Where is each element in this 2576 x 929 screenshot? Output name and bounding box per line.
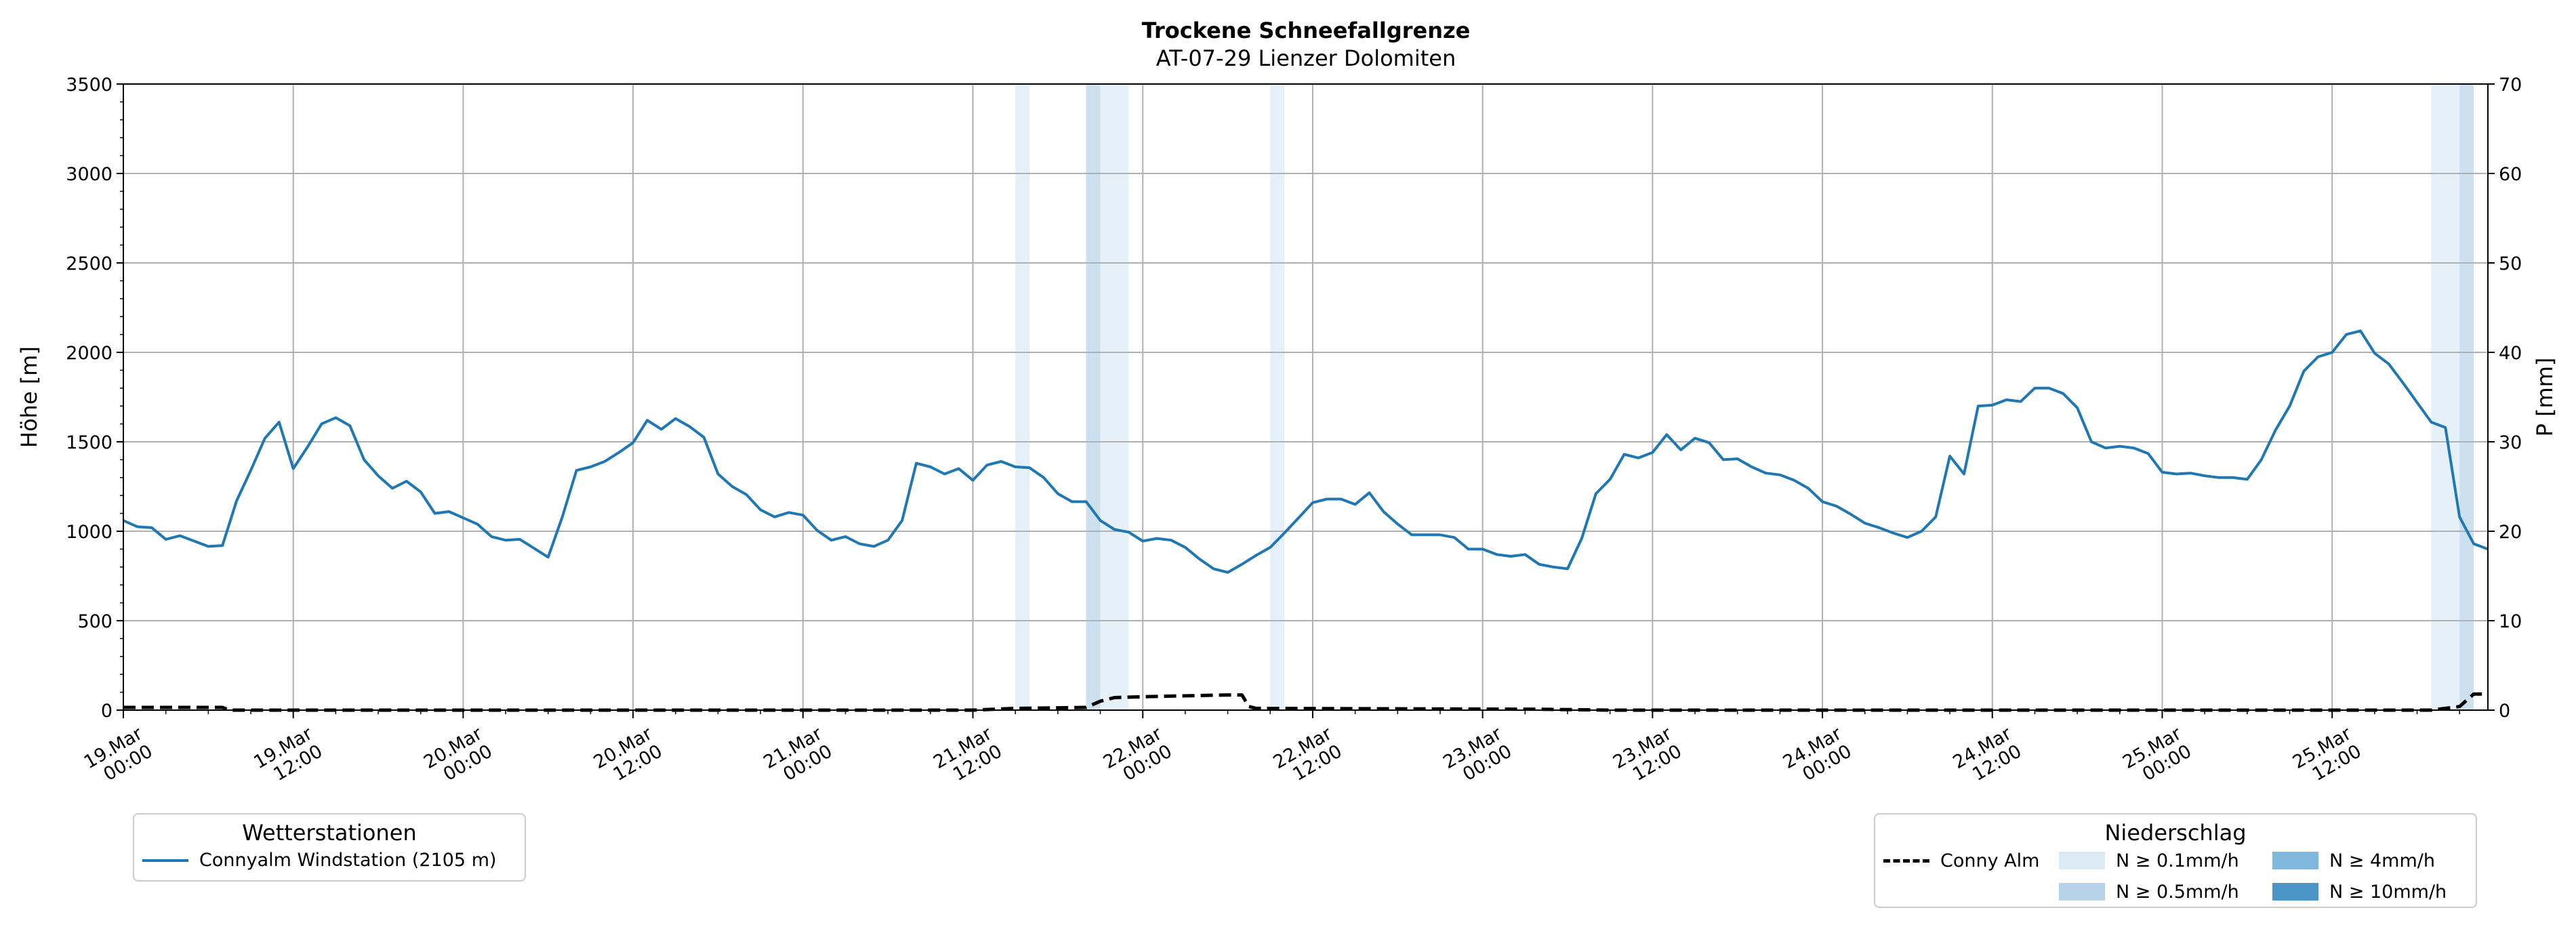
stations-legend-title: Wetterstationen: [242, 820, 417, 846]
x-tick-label-11: 24.Mar12:00: [1949, 723, 2026, 791]
y2-tick-label-50: 50: [2499, 253, 2522, 274]
y2-tick-label-70: 70: [2499, 75, 2522, 96]
x-tick-label-12: 25.Mar00:00: [2119, 723, 2196, 791]
x-tick-label-10: 24.Mar00:00: [1780, 723, 1856, 791]
x-tick-label-13: 25.Mar12:00: [2289, 723, 2366, 791]
legend-level-4: N ≥ 4mm/h: [2272, 847, 2476, 874]
precip-band-5: [2459, 84, 2474, 710]
legend-entry-connyalm-windstation: Connyalm Windstation (2105 m): [142, 850, 525, 871]
y2-axis-label: P [mm]: [2532, 358, 2558, 437]
y-tick-label-2000: 2000: [66, 343, 113, 364]
legend-line-label: Conny Alm: [1940, 850, 2040, 871]
y-axis-label: Höhe [m]: [16, 346, 42, 448]
y2-tick-label-0: 0: [2499, 701, 2510, 722]
precipitation-bands: [1015, 84, 2474, 710]
y-tick-label-500: 500: [77, 611, 113, 632]
level-0-1-label: N ≥ 0.1mm/h: [2116, 850, 2239, 871]
chart-title: Trockene Schneefallgrenze: [1142, 18, 1471, 43]
level-0-5-swatch: [2059, 883, 2105, 901]
x-tick-label-6: 22.Mar00:00: [1100, 723, 1177, 791]
x-tick-label-5: 21.Mar12:00: [930, 723, 1006, 791]
x-tick-label-8: 23.Mar00:00: [1439, 723, 1516, 791]
axis-ticks: 0 500 1000 1500 2000 2500 3000 3500 0 10 20 30 40 50 6…: [66, 75, 2522, 791]
legend-entry-conny-alm: Conny Alm: [1883, 847, 2059, 874]
y-tick-label-1000: 1000: [66, 522, 113, 543]
y-tick-label-3000: 3000: [66, 164, 113, 185]
x-tick-label-7: 22.Mar12:00: [1270, 723, 1347, 791]
x-tick-label-0: 19.Mar00:00: [81, 723, 157, 791]
x-tick-label-4: 21.Mar00:00: [760, 723, 837, 791]
y2-tick-label-20: 20: [2499, 522, 2522, 543]
legend-level-0-5: N ≥ 0.5mm/h: [2059, 878, 2272, 905]
legend-level-10: N ≥ 10mm/h: [2272, 878, 2476, 905]
plot-frame: [123, 83, 2489, 711]
blue-line-swatch: [142, 859, 188, 862]
black-dashed-swatch: [1883, 859, 1929, 863]
y2-tick-label-30: 30: [2499, 432, 2522, 453]
level-4-label: N ≥ 4mm/h: [2329, 850, 2435, 871]
level-0-1-swatch: [2059, 852, 2105, 869]
precipitation-legend-title: Niederschlag: [2104, 820, 2247, 846]
legend-entry-label: Connyalm Windstation (2105 m): [199, 850, 497, 871]
series-line-0: [123, 329, 2489, 574]
precipitation-legend: Niederschlag Conny Alm N ≥ 0.1mm/h N ≥ 4…: [1874, 813, 2477, 908]
x-tick-label-3: 20.Mar12:00: [590, 723, 667, 791]
precip-band-0: [1015, 84, 1030, 710]
precip-band-1: [1086, 84, 1101, 710]
precip-band-2: [1100, 84, 1129, 710]
y2-tick-label-40: 40: [2499, 343, 2522, 364]
level-4-swatch: [2272, 852, 2318, 869]
precip-band-3: [1270, 84, 1285, 710]
y2-tick-label-10: 10: [2499, 611, 2522, 632]
x-tick-label-2: 20.Mar00:00: [420, 723, 497, 791]
level-10-swatch: [2272, 883, 2318, 901]
y-tick-label-1500: 1500: [66, 432, 113, 453]
x-tick-label-1: 19.Mar12:00: [250, 723, 327, 791]
grid-lines: [123, 84, 2488, 710]
y2-tick-label-60: 60: [2499, 164, 2522, 185]
y-tick-label-0: 0: [101, 701, 113, 722]
level-0-5-label: N ≥ 0.5mm/h: [2116, 881, 2239, 903]
y-tick-label-3500: 3500: [66, 75, 113, 96]
x-tick-label-9: 23.Mar12:00: [1610, 723, 1686, 791]
chart-subtitle: AT-07-29 Lienzer Dolomiten: [1156, 45, 1456, 71]
series-line-1: [123, 692, 2488, 712]
series-lines: [123, 329, 2489, 712]
precip-band-4: [2431, 84, 2460, 710]
y-tick-label-2500: 2500: [66, 253, 113, 274]
level-10-label: N ≥ 10mm/h: [2329, 881, 2447, 903]
stations-legend: Wetterstationen Connyalm Windstation (21…: [133, 813, 526, 882]
legend-level-0-1: N ≥ 0.1mm/h: [2059, 847, 2272, 874]
